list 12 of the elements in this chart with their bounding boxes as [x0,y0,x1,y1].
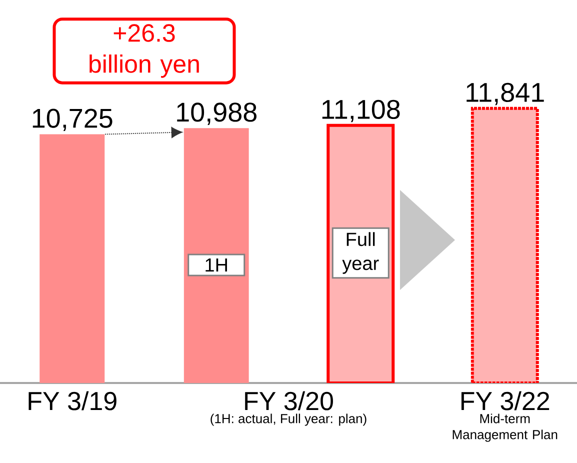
x-tick-label: 1H [206,258,227,272]
data-label: 10,988 [177,102,256,125]
text: FY 3/20 [245,391,333,410]
text: +26.3 billion yen [90,24,199,78]
data-label: 10,725 [32,108,112,132]
data-label: 11,841 [466,82,544,106]
x-tick-label: Full year [342,232,379,274]
x-tick-label: FY 3/19 [28,391,116,410]
data-label: 11,108 [322,100,400,122]
text: Mid-term Management Plan [452,414,558,442]
text: (1H: actual, Full year: plan) [210,414,366,426]
x-tick-label: FY 3/22 [461,391,550,410]
